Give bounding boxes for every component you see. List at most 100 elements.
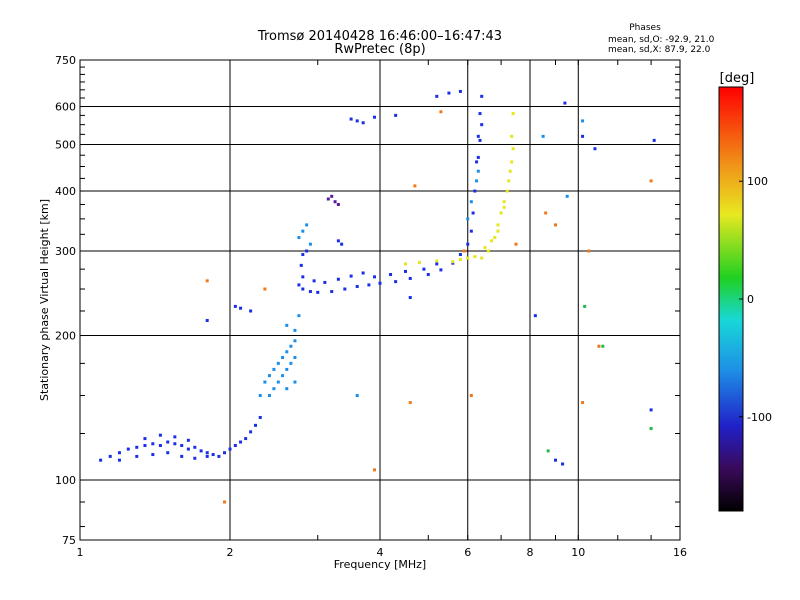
data-point (649, 408, 653, 412)
data-point (143, 444, 147, 448)
data-point (403, 262, 407, 266)
x-tick-label: 1 (77, 546, 84, 559)
data-point (211, 453, 215, 457)
data-point (480, 256, 484, 260)
data-point (483, 246, 487, 250)
data-point (593, 147, 597, 151)
data-point (597, 344, 601, 348)
data-point (299, 263, 303, 267)
data-point (439, 110, 443, 114)
colorbar-label: [deg] (720, 71, 755, 86)
x-tick-label: 10 (571, 546, 585, 559)
data-point (223, 451, 227, 455)
data-point (336, 239, 340, 243)
data-point (496, 229, 500, 233)
data-point (323, 280, 327, 284)
data-point (233, 304, 237, 308)
data-point (249, 309, 253, 313)
data-point (285, 367, 289, 371)
data-point (180, 454, 184, 458)
data-point (239, 306, 243, 310)
data-point (293, 355, 297, 359)
data-point (173, 435, 177, 439)
data-point (581, 134, 585, 138)
y-tick-label: 750 (55, 54, 76, 67)
data-point (258, 415, 262, 419)
data-point (480, 123, 484, 127)
data-point (490, 239, 494, 243)
colorbar-tick-label: 0 (747, 293, 754, 306)
data-point (469, 200, 473, 204)
x-tick-label: 4 (377, 546, 384, 559)
x-axis-label: Frequency [MHz] (334, 558, 426, 571)
data-point (205, 318, 209, 322)
data-point (422, 267, 426, 271)
data-point (326, 197, 330, 201)
data-point (476, 155, 480, 159)
data-point (151, 442, 155, 446)
data-point (193, 456, 197, 460)
data-point (649, 179, 653, 183)
data-point (293, 339, 297, 343)
data-point (373, 275, 377, 279)
data-point (394, 280, 398, 284)
data-point (301, 229, 305, 233)
data-point (511, 147, 515, 151)
data-point (378, 281, 382, 285)
data-point (581, 119, 585, 123)
data-point (336, 277, 340, 281)
data-points (99, 89, 656, 504)
data-point (186, 447, 190, 451)
y-tick-label: 200 (55, 330, 76, 343)
data-point (502, 200, 506, 204)
data-point (553, 223, 557, 227)
data-point (361, 271, 365, 275)
data-point (117, 458, 121, 462)
data-point (267, 374, 271, 378)
data-point (135, 454, 139, 458)
data-point (553, 458, 557, 462)
data-point (312, 279, 316, 283)
data-point (478, 112, 482, 116)
axis-ticks: 1 2 4 6 8 10 16 75 100 200 300 400 500 600 750 (55, 54, 687, 559)
y-axis-label: Stationary phase Virtual Height [km] (38, 199, 51, 401)
data-point (126, 447, 130, 451)
legend-line-o: mean, sd,O: -92.9, 21.0 (608, 35, 715, 45)
data-point (439, 268, 443, 272)
data-point (205, 451, 209, 455)
data-point (276, 361, 280, 365)
data-point (361, 121, 365, 125)
data-point (239, 440, 243, 444)
data-point (447, 91, 451, 95)
data-point (330, 290, 334, 294)
legend-title: Phases (629, 23, 661, 33)
data-point (297, 236, 301, 240)
data-point (285, 323, 289, 327)
data-point (408, 296, 412, 300)
data-point (173, 442, 177, 446)
data-point (561, 462, 565, 466)
data-point (496, 223, 500, 227)
data-point (473, 189, 477, 193)
data-point (466, 217, 470, 221)
data-point (394, 113, 398, 117)
data-point (601, 344, 605, 348)
data-point (476, 134, 480, 138)
data-point (349, 274, 353, 278)
data-point (403, 269, 407, 273)
data-point (166, 451, 170, 455)
data-point (563, 101, 567, 105)
legend-line-x: mean, sd,X: 87.9, 22.0 (608, 45, 711, 55)
data-point (297, 314, 301, 318)
data-point (281, 355, 285, 359)
data-point (417, 260, 421, 264)
data-point (249, 430, 253, 434)
data-point (305, 223, 309, 227)
data-point (343, 287, 347, 291)
x-tick-label: 2 (227, 546, 234, 559)
data-point (355, 119, 359, 123)
data-point (285, 387, 289, 391)
data-point (389, 273, 393, 277)
data-point (413, 184, 417, 188)
